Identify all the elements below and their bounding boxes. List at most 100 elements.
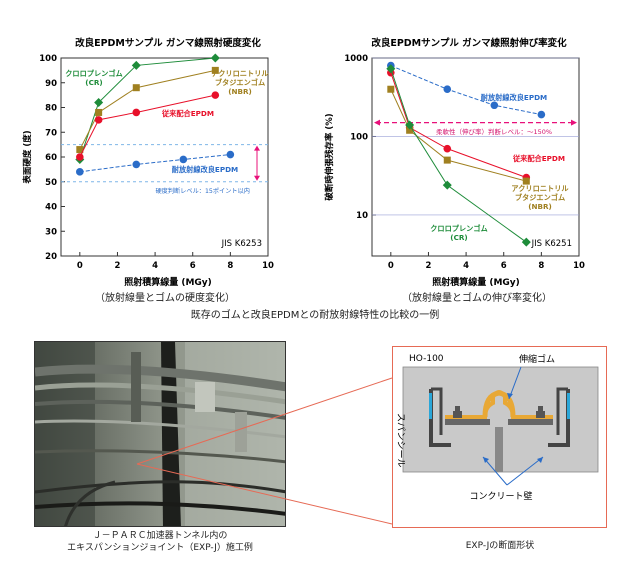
data-point	[443, 144, 452, 153]
photo-caption-line1: Ｊ－ＰＡＲＣ加速器トンネル内の	[92, 531, 228, 541]
data-point	[405, 120, 415, 130]
series-label: 耐放射線改良EPDM	[172, 165, 238, 174]
ho-label: HO-100	[409, 354, 444, 364]
tunnel-photo-drawing	[35, 342, 285, 526]
hardness-chart: 改良EPDMサンプル ガンマ線照射硬度変化 0 2 4 6 8 10 20 30 40 50 60 7…	[22, 37, 274, 288]
series-label: (NBR)	[228, 87, 252, 96]
x-tick-label: 2	[425, 261, 431, 271]
x-tick-label: 4	[152, 261, 158, 271]
arrow-head-icon	[254, 175, 260, 181]
series-label: 従来配合EPDM	[161, 109, 214, 118]
series-label: ブタジエンゴム	[515, 193, 565, 202]
series-line	[390, 72, 527, 178]
series-label: アクリロニトリル	[211, 69, 269, 78]
x-tick-label: 8	[538, 261, 544, 271]
data-point	[522, 177, 530, 185]
y-tick-label: 90	[45, 79, 57, 89]
series-label: アクリロニトリル	[511, 184, 569, 193]
data-point	[211, 66, 219, 74]
rubber-label: 伸縮ゴム	[519, 353, 555, 365]
left-chart-caption: （放射線量とゴムの硬度変化）	[95, 293, 235, 304]
arrow-head-icon	[254, 145, 260, 151]
y-axis-label: 表面硬度 (度)	[22, 130, 33, 184]
data-point	[490, 101, 499, 110]
series-label: 従来配合EPDM	[512, 154, 565, 163]
data-point	[443, 156, 451, 164]
x-tick-label: 6	[190, 261, 196, 271]
jis-label: JIS K6253	[221, 239, 262, 249]
y-tick-label: 10	[356, 211, 368, 221]
data-point	[226, 150, 235, 159]
y-tick-label: 50	[45, 178, 57, 188]
y-tick-label: 60	[45, 153, 57, 163]
series-line	[79, 154, 231, 173]
exp-j-section-diagram: HO-100 伸縮ゴム スパンシール コンクリート壁	[392, 346, 607, 528]
y-tick-label: 20	[45, 252, 57, 262]
seal-label: スパンシール	[395, 413, 406, 467]
y-tick-label: 1000	[344, 54, 368, 64]
series-label: ブタジエンゴム	[215, 78, 265, 87]
data-point	[95, 108, 103, 116]
series-label: クロロプレンゴム	[65, 69, 123, 78]
y-tick-label: 100	[39, 54, 57, 64]
elongation-chart: 改良EPDMサンプル ガンマ線照射伸び率変化 0 2 4 6 8 10100010010 …	[324, 37, 585, 288]
series-label: (CR)	[450, 233, 467, 242]
arrow-head-icon	[571, 119, 577, 126]
data-point	[76, 153, 84, 161]
data-point	[179, 155, 188, 164]
data-point	[132, 160, 141, 169]
series-label: (NBR)	[528, 202, 552, 211]
chart-title: 改良EPDMサンプル ガンマ線照射硬度変化	[75, 37, 261, 49]
series-line	[390, 68, 527, 243]
criterion-label: 硬度判断レベル：15ポイント以内	[156, 187, 251, 195]
data-point	[537, 110, 546, 119]
main-caption: 既存のゴムと改良EPDMとの耐放射線特性の比較の一例	[190, 310, 440, 321]
data-point	[387, 85, 395, 93]
chart-title: 改良EPDMサンプル ガンマ線照射伸び率変化	[371, 37, 567, 49]
y-axis-label: 破断時伸張残存率 (%)	[324, 113, 335, 200]
arrow-head-icon	[374, 119, 380, 126]
series-line	[390, 65, 542, 116]
data-point	[76, 168, 84, 176]
criterion-label: 柔軟性（伸び率）判断レベル：～150%	[436, 127, 552, 136]
data-point	[76, 146, 84, 154]
data-point	[406, 126, 414, 134]
series-line	[79, 94, 216, 158]
x-tick-label: 10	[573, 261, 585, 271]
data-point	[521, 237, 531, 247]
x-tick-label: 0	[77, 261, 83, 271]
tunnel-photo	[34, 341, 286, 527]
data-point	[132, 108, 141, 117]
section-caption: EXP-Jの断面形状	[465, 541, 535, 551]
jis-label: JIS K6251	[531, 239, 572, 249]
series-label: (CR)	[85, 78, 102, 87]
y-tick-label: 40	[45, 203, 57, 213]
data-point	[442, 180, 452, 190]
y-tick-label: 100	[350, 132, 368, 142]
x-tick-label: 2	[114, 261, 120, 271]
x-tick-label: 6	[501, 261, 507, 271]
x-axis-label: 照射積算線量 (MGy)	[124, 276, 212, 288]
y-tick-label: 30	[45, 227, 57, 237]
data-point	[132, 84, 140, 92]
data-point	[386, 64, 396, 74]
series-label: 耐放射線改良EPDM	[481, 93, 547, 102]
series-line	[79, 69, 216, 150]
data-point	[211, 91, 220, 99]
right-chart-caption: （放射線量とゴムの伸び率変化）	[402, 293, 552, 304]
wall-label: コンクリート壁	[469, 490, 532, 502]
data-point	[210, 53, 220, 63]
x-tick-label: 0	[388, 261, 394, 271]
x-tick-label: 4	[463, 261, 469, 271]
data-point	[131, 60, 141, 70]
x-tick-label: 8	[227, 261, 233, 271]
y-tick-label: 70	[45, 128, 57, 138]
data-point	[443, 85, 452, 94]
y-tick-label: 80	[45, 104, 57, 114]
data-point	[94, 116, 103, 124]
series-line	[390, 89, 527, 182]
x-axis-label: 照射積算線量 (MGy)	[432, 276, 520, 288]
series-label: クロロプレンゴム	[430, 224, 488, 233]
photo-caption-line2: エキスパンションジョイント（EXP-J）施工例	[67, 543, 253, 553]
x-tick-label: 10	[262, 261, 274, 271]
